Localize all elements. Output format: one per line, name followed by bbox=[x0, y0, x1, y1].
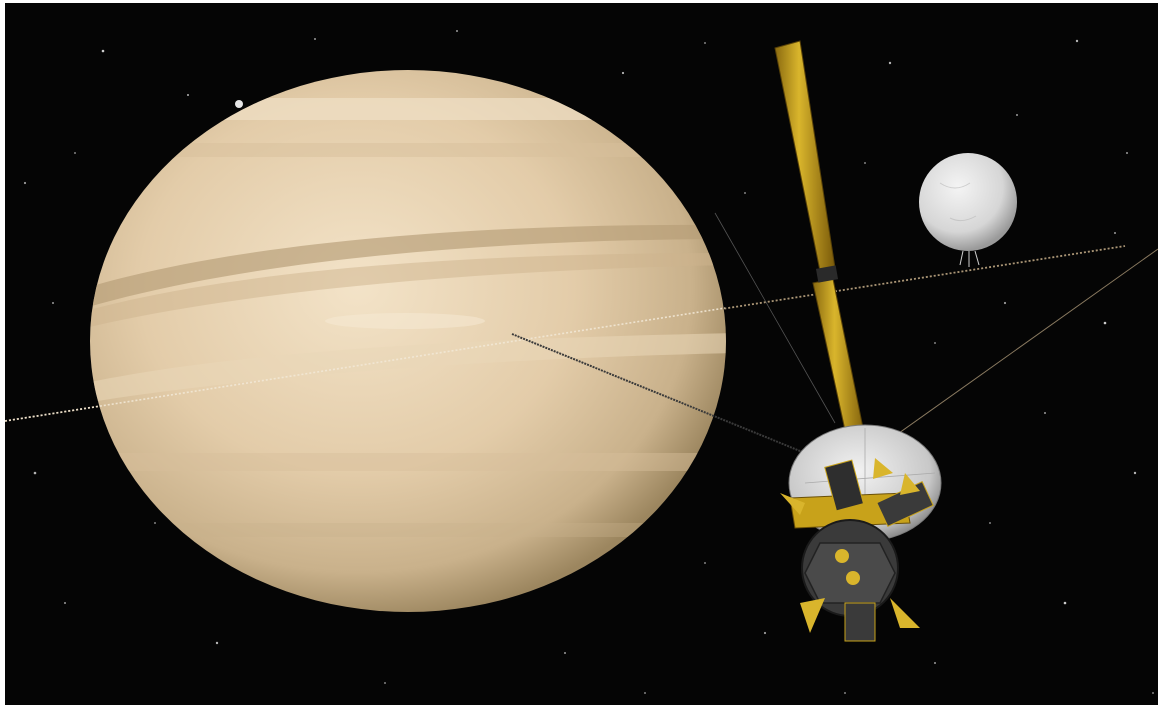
star-field bbox=[23, 30, 1154, 694]
spacecraft-body bbox=[780, 458, 934, 642]
cassini-spacecraft bbox=[774, 40, 942, 642]
scene-svg bbox=[5, 30, 1158, 694]
field-line bbox=[884, 248, 1158, 444]
trajectory-line bbox=[511, 333, 806, 454]
magnetometer-boom bbox=[774, 40, 868, 454]
ring-plane-line-front bbox=[5, 307, 726, 422]
field-line bbox=[714, 212, 836, 424]
saturn-planet bbox=[90, 70, 726, 612]
enceladus-moon bbox=[919, 153, 1017, 267]
space-scene bbox=[5, 3, 1158, 705]
